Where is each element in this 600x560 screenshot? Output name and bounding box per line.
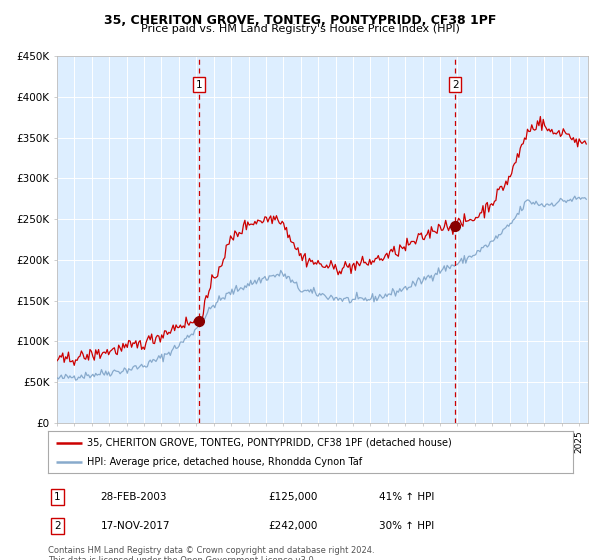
Text: 28-FEB-2003: 28-FEB-2003 — [101, 492, 167, 502]
Text: 1: 1 — [196, 80, 202, 90]
Text: 1: 1 — [54, 492, 61, 502]
Text: 35, CHERITON GROVE, TONTEG, PONTYPRIDD, CF38 1PF (detached house): 35, CHERITON GROVE, TONTEG, PONTYPRIDD, … — [88, 437, 452, 447]
Text: 17-NOV-2017: 17-NOV-2017 — [101, 521, 170, 531]
Text: Contains HM Land Registry data © Crown copyright and database right 2024.
This d: Contains HM Land Registry data © Crown c… — [48, 546, 374, 560]
Text: Price paid vs. HM Land Registry's House Price Index (HPI): Price paid vs. HM Land Registry's House … — [140, 24, 460, 34]
Text: HPI: Average price, detached house, Rhondda Cynon Taf: HPI: Average price, detached house, Rhon… — [88, 457, 362, 467]
Text: 2: 2 — [452, 80, 458, 90]
Text: 35, CHERITON GROVE, TONTEG, PONTYPRIDD, CF38 1PF: 35, CHERITON GROVE, TONTEG, PONTYPRIDD, … — [104, 14, 496, 27]
Text: £125,000: £125,000 — [269, 492, 318, 502]
Text: 41% ↑ HPI: 41% ↑ HPI — [379, 492, 434, 502]
Text: £242,000: £242,000 — [269, 521, 318, 531]
Text: 30% ↑ HPI: 30% ↑ HPI — [379, 521, 434, 531]
Text: 2: 2 — [54, 521, 61, 531]
